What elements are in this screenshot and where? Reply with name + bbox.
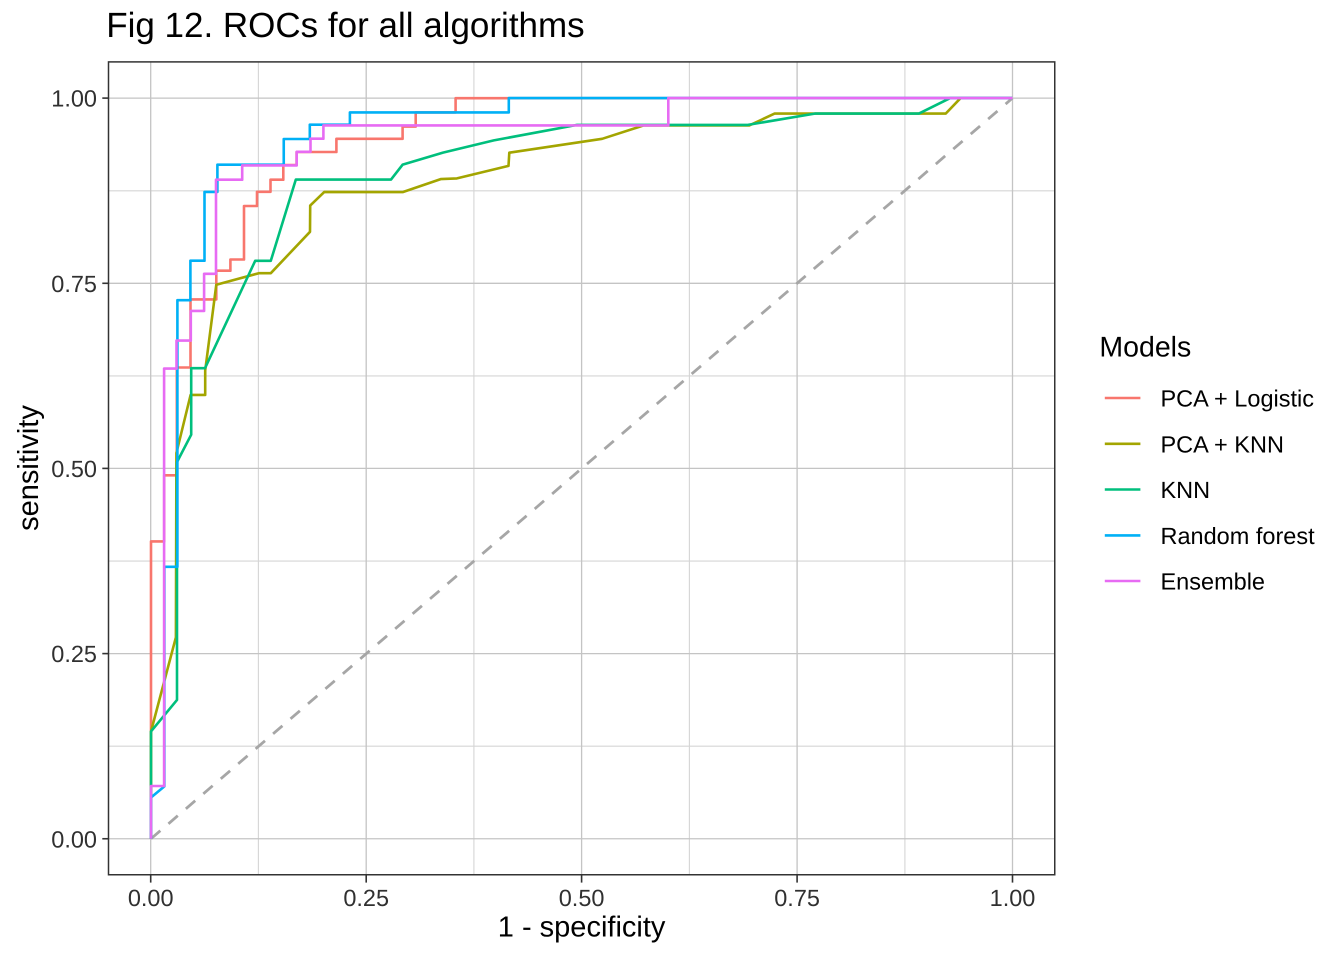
svg-text:0.25: 0.25: [343, 885, 389, 911]
svg-text:0.25: 0.25: [51, 641, 97, 667]
svg-text:1 - specificity: 1 - specificity: [498, 911, 666, 943]
svg-text:KNN: KNN: [1161, 477, 1211, 503]
svg-text:0.00: 0.00: [128, 885, 174, 911]
svg-text:0.00: 0.00: [51, 826, 97, 852]
svg-text:0.50: 0.50: [559, 885, 605, 911]
svg-text:Fig 12. ROCs for all algorithm: Fig 12. ROCs for all algorithms: [106, 6, 584, 45]
svg-text:0.75: 0.75: [774, 885, 820, 911]
svg-text:Random forest: Random forest: [1161, 523, 1316, 549]
svg-text:PCA + KNN: PCA + KNN: [1161, 431, 1284, 457]
svg-text:sensitivity: sensitivity: [13, 405, 45, 531]
svg-text:Models: Models: [1099, 331, 1191, 363]
svg-text:0.75: 0.75: [51, 271, 97, 297]
svg-text:1.00: 1.00: [51, 86, 97, 112]
svg-text:Ensemble: Ensemble: [1161, 569, 1266, 595]
svg-text:0.50: 0.50: [51, 456, 97, 482]
svg-text:1.00: 1.00: [990, 885, 1036, 911]
svg-text:PCA + Logistic: PCA + Logistic: [1161, 386, 1315, 412]
